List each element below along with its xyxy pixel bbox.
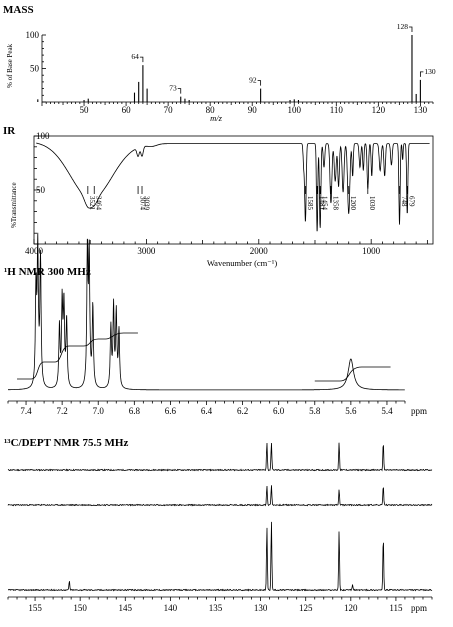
c-nmr-tick-label: 135 <box>209 603 223 613</box>
ir-title: IR <box>3 125 16 137</box>
ir-x-tick-label: 1000 <box>362 246 381 256</box>
h-nmr-tick-label: 5.8 <box>309 406 321 416</box>
mass-x-tick-label: 130 <box>414 105 428 115</box>
c-nmr-tick-label: 125 <box>299 603 313 613</box>
ir-peak-label: 3074 <box>138 196 146 211</box>
c-nmr-ppm-label: ppm <box>411 603 427 613</box>
h-nmr-trace <box>8 232 405 391</box>
mass-x-tick-label: 80 <box>206 105 216 115</box>
c-nmr-tick-label: 120 <box>344 603 358 613</box>
ir-y-tick-label: 100 <box>36 131 50 141</box>
ir-peak-label: 1030 <box>368 196 376 211</box>
mass-title: MASS <box>3 4 34 16</box>
mass-label-leader <box>419 71 424 77</box>
mass-spectrum-panel: MASS % of Base Peak 50 60 70 80 90 100 110 120 1… <box>3 4 436 123</box>
h-nmr-tick-label: 7.4 <box>20 406 32 416</box>
mass-axis-line <box>41 35 433 103</box>
ir-axes: 4000 3000 2000 1000 50 100 <box>25 131 434 256</box>
h-nmr-axis: 7.4 7.2 7.0 6.8 6.6 6.4 6.2 6.0 5.8 5.6 5.4 ppm <box>7 400 427 416</box>
mass-x-tick-label: 120 <box>372 105 386 115</box>
h-nmr-tick-label: 6.4 <box>201 406 213 416</box>
mass-label-leader <box>177 88 182 94</box>
c-nmr-panel: ¹³C/DEPT NMR 75.5 MHz 155 150 145 140 135 130… <box>4 437 433 613</box>
h-nmr-ppm-label: ppm <box>411 406 427 416</box>
c-nmr-tick-label: 150 <box>73 603 87 613</box>
h-nmr-title: ¹H NMR 300 MHz <box>4 266 91 278</box>
mass-x-tick-label: 110 <box>330 105 344 115</box>
ir-spectrum-panel: IR %Transmittance 4000 3000 2000 100050100 … <box>3 125 434 268</box>
h-nmr-tick-label: 6.8 <box>129 406 141 416</box>
dept90-trace <box>7 442 433 472</box>
ir-peak-label: 748 <box>400 196 408 207</box>
h-nmr-integral-aromatic <box>17 332 138 380</box>
ir-peak-label: 3464 <box>95 196 103 211</box>
mass-peak-label: 64 <box>131 52 139 61</box>
h-nmr-tick-label: 6.0 <box>273 406 285 416</box>
mass-xlabel: m/z <box>210 113 223 123</box>
mass-x-tick-label: 70 <box>164 105 174 115</box>
ir-peak-label: 1585 <box>306 196 314 211</box>
h-nmr-integrals <box>17 332 391 382</box>
c-nmr-axis: 155 150 145 140 135 130 125 120 115 ppm <box>7 596 433 613</box>
ir-peak-label: 1358 <box>331 196 339 211</box>
mass-peak-label: 92 <box>249 76 257 85</box>
ir-x-tick-label: 3000 <box>137 246 156 256</box>
h-nmr-tick-label: 5.6 <box>345 406 357 416</box>
h-nmr-tick-label: 6.6 <box>165 406 177 416</box>
ir-x-tick-label: 2000 <box>250 246 269 256</box>
h-nmr-tick-label: 6.2 <box>237 406 248 416</box>
h-nmr-tick-label: 7.2 <box>57 406 68 416</box>
broadband-trace <box>8 521 433 592</box>
ir-peak-label: 1200 <box>349 196 357 211</box>
mass-label-leader <box>408 26 413 32</box>
ir-xlabel: Wavenumber (cm⁻¹) <box>207 258 277 268</box>
mass-peak-label: 73 <box>169 84 177 93</box>
mass-y-tick-label: 50 <box>30 64 40 74</box>
ir-peak-label: 679 <box>408 196 416 207</box>
mass-x-tick-label: 60 <box>122 105 132 115</box>
ir-x-tick-label: 4000 <box>25 246 44 256</box>
ir-trace <box>36 142 430 232</box>
h-nmr-tick-label: 7.0 <box>93 406 105 416</box>
dept135-trace <box>7 485 433 507</box>
h-nmr-panel: ¹H NMR 300 MHz 7.4 7.2 7.0 6.8 6.6 6.4 6.2 6.0 5… <box>4 232 427 416</box>
ir-peak-label: 1481 <box>318 196 326 211</box>
c-nmr-tick-label: 140 <box>164 603 178 613</box>
c-nmr-title: ¹³C/DEPT NMR 75.5 MHz <box>4 437 128 449</box>
h-nmr-integral-oh <box>314 366 391 382</box>
c-nmr-tick-label: 145 <box>119 603 133 613</box>
ir-y-tick-label: 50 <box>36 185 46 195</box>
ir-peak-label: 3039 <box>142 196 150 211</box>
mass-peak-label: 128 <box>397 22 409 31</box>
mass-ylabel: % of Base Peak <box>6 43 14 88</box>
c-nmr-tick-label: 130 <box>254 603 268 613</box>
ir-peak-label: 1454 <box>321 196 329 211</box>
mass-peaks: 64 73 92 128 130 <box>37 22 436 102</box>
mass-x-tick-label: 50 <box>80 105 90 115</box>
ir-ylabel: %Transmittance <box>10 182 18 228</box>
mass-label-leader <box>139 56 144 63</box>
h-nmr-tick-label: 5.4 <box>381 406 393 416</box>
mass-x-tick-label: 100 <box>288 105 302 115</box>
mass-axes: 50 60 70 80 90 100 110 120 130 50 100 <box>26 30 434 115</box>
mass-label-leader <box>257 80 262 86</box>
c-nmr-tick-label: 155 <box>28 603 42 613</box>
c-nmr-tick-label: 115 <box>389 603 403 613</box>
mass-x-tick-label: 90 <box>248 105 258 115</box>
mass-peak-label: 130 <box>424 67 436 76</box>
mass-y-tick-label: 100 <box>26 30 40 40</box>
ir-peak-label: 3521 <box>88 196 96 211</box>
